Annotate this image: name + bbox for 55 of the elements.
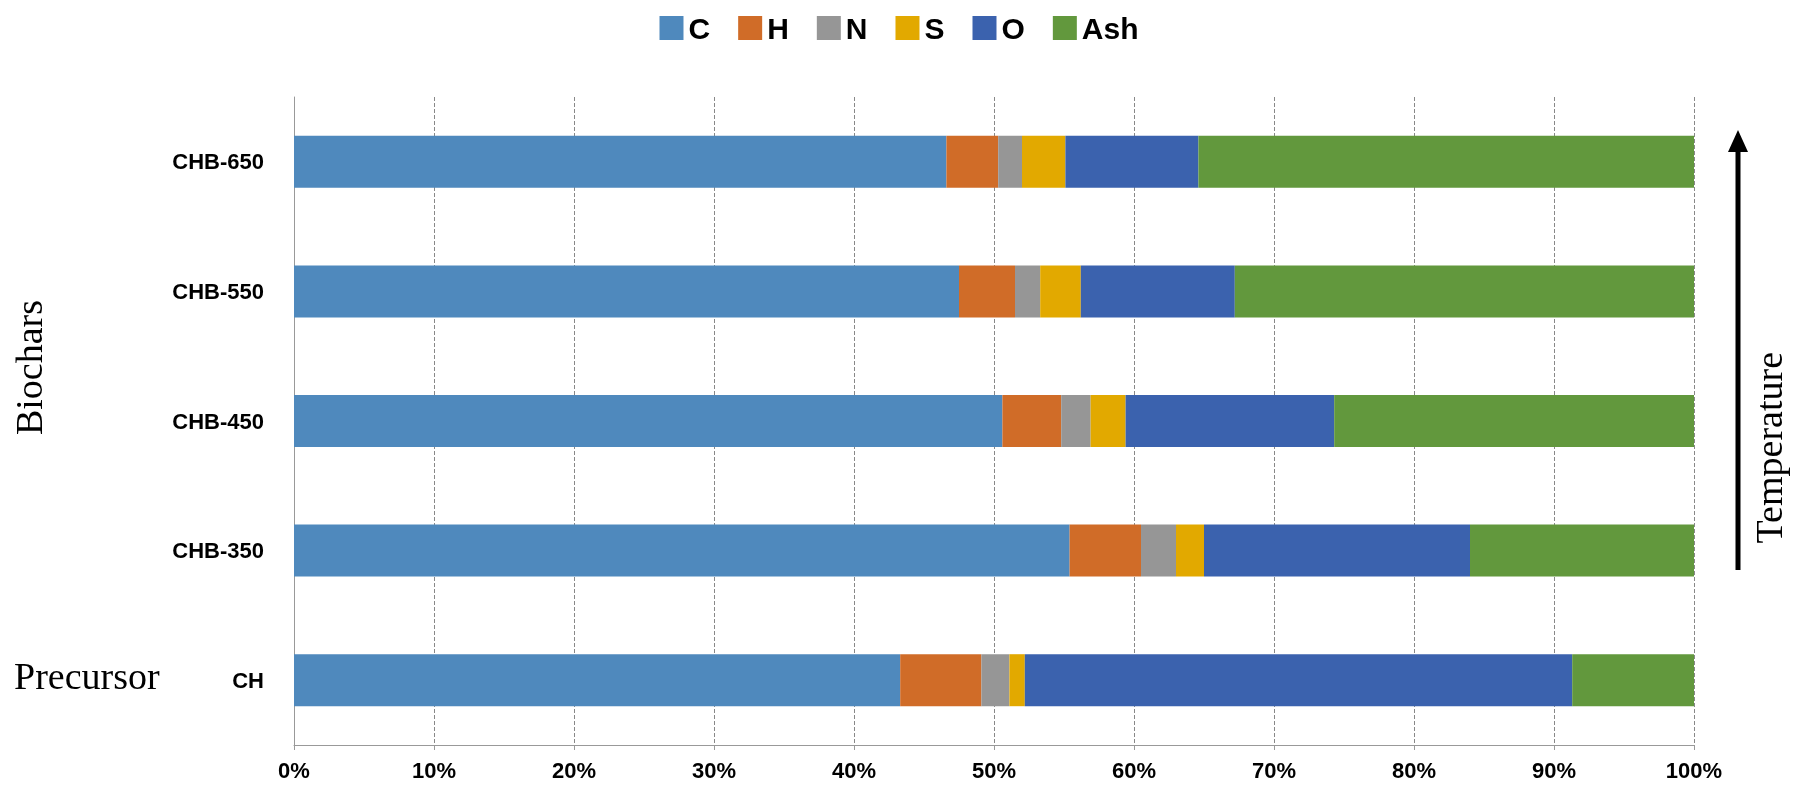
bar [1470, 524, 1694, 577]
text: Temperature [1748, 351, 1790, 544]
legend-label: H [767, 11, 789, 45]
x-tick-label: 90% [1531, 757, 1577, 783]
bar [1234, 265, 1694, 318]
y-tick-label: CHB-450 [172, 408, 264, 434]
bar [1572, 654, 1694, 707]
bar [1198, 135, 1694, 188]
bar [294, 265, 959, 318]
y-tick-label: CHB-350 [172, 538, 264, 564]
bar [1090, 395, 1126, 447]
x-tick-label: 50% [971, 757, 1017, 783]
legend-label: Ash [1081, 11, 1139, 45]
bar [1080, 265, 1235, 318]
legend-label: O [1001, 11, 1025, 45]
bar [1015, 265, 1041, 318]
text: Precursor [14, 655, 160, 697]
bar [998, 135, 1022, 188]
bar [294, 524, 1070, 577]
bar [959, 265, 1015, 318]
bar [900, 654, 982, 707]
legend-label: C [688, 11, 711, 45]
bar [1069, 524, 1141, 577]
bar [1125, 395, 1335, 447]
bar [1040, 265, 1081, 318]
x-tick-label: 80% [1391, 757, 1437, 783]
bar [1024, 654, 1573, 707]
bar [1334, 395, 1694, 447]
bar [1061, 395, 1091, 447]
bar [294, 395, 1003, 447]
legend-label: N [845, 11, 868, 45]
x-tick-label: 40% [831, 757, 877, 783]
x-tick-label: 10% [411, 757, 457, 783]
bar [1141, 524, 1176, 577]
bar [1022, 135, 1066, 188]
bar [1204, 524, 1470, 577]
x-tick-label: 60% [1111, 757, 1157, 783]
text: Biochars [8, 300, 50, 436]
bar [294, 135, 947, 188]
x-tick-label: 0% [278, 757, 310, 783]
x-tick-label: 20% [551, 757, 597, 783]
y-tick-label: CHB-650 [172, 149, 264, 175]
bar [981, 654, 1010, 707]
bar [1002, 395, 1062, 447]
bar [946, 135, 999, 188]
legend-label: S [924, 11, 945, 45]
x-tick-label: 70% [1251, 757, 1297, 783]
bar [1009, 654, 1025, 707]
bar [1065, 135, 1199, 188]
y-tick-label: CH [232, 667, 264, 693]
bar [1176, 524, 1204, 577]
x-tick-label: 30% [691, 757, 737, 783]
y-tick-label: CHB-550 [172, 278, 264, 304]
x-tick-label: 100% [1665, 757, 1723, 783]
bar [294, 654, 901, 707]
